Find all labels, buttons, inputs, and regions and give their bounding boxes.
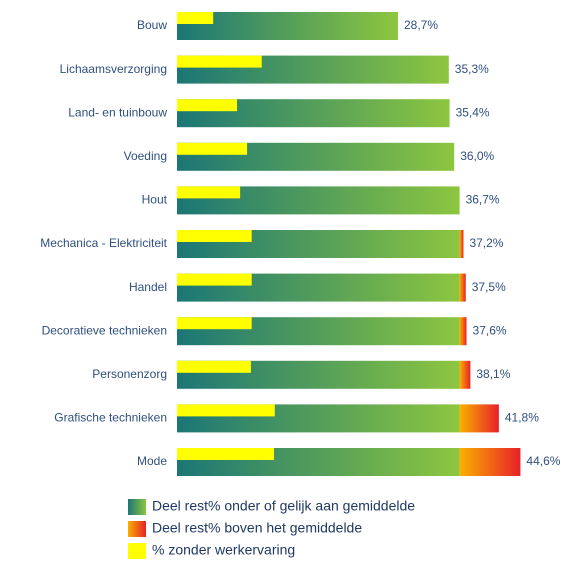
legend-label: Deel rest% onder of gelijk aan gemiddeld… — [152, 498, 415, 514]
bar-no-experience — [177, 186, 241, 199]
bar-above-average — [459, 273, 466, 302]
legend-swatch — [128, 499, 146, 515]
legend-label: % zonder werkervaring — [152, 542, 295, 558]
bar-below-average — [177, 12, 398, 40]
bar-above-average — [459, 230, 464, 258]
category-label: Handel — [129, 280, 167, 294]
category-label: Personenzorg — [92, 367, 167, 381]
value-label: 35,4% — [456, 105, 490, 119]
category-label: Decoratieve technieken — [42, 323, 167, 337]
bar-no-experience — [177, 99, 238, 112]
bar-above-average — [459, 448, 521, 476]
bar-no-experience — [177, 273, 252, 286]
bar-no-experience — [177, 317, 252, 330]
bar-no-experience — [177, 142, 248, 155]
value-label: 37,2% — [469, 236, 503, 250]
value-label: 36,0% — [460, 149, 494, 163]
category-label: Mechanica - Elektriciteit — [40, 236, 167, 250]
category-label: Mode — [137, 454, 167, 468]
bar-no-experience — [177, 360, 251, 373]
bar-above-average — [459, 404, 499, 433]
value-label: 44,6% — [526, 454, 560, 468]
category-label: Lichaamsverzorging — [60, 62, 167, 76]
bar-no-experience — [177, 230, 252, 242]
value-label: 36,7% — [466, 193, 500, 207]
category-label: Voeding — [124, 149, 167, 163]
category-label: Bouw — [137, 18, 167, 32]
value-label: 37,6% — [473, 323, 507, 337]
value-label: 37,5% — [472, 280, 506, 294]
value-label: 41,8% — [505, 411, 539, 425]
bar-no-experience — [177, 12, 214, 24]
bar-no-experience — [177, 448, 275, 460]
category-label: Land- en tuinbouw — [68, 105, 167, 119]
value-label: 35,3% — [455, 62, 489, 76]
value-label: 28,7% — [404, 18, 438, 32]
category-label: Hout — [142, 193, 168, 207]
value-label: 38,1% — [476, 367, 510, 381]
category-label: Grafische technieken — [54, 411, 167, 425]
bar-no-experience — [177, 404, 275, 417]
bar-above-average — [459, 360, 471, 389]
legend-label: Deel rest% boven het gemiddelde — [152, 520, 362, 536]
bar-above-average — [459, 317, 467, 346]
legend-swatch — [128, 543, 146, 559]
bar-no-experience — [177, 55, 262, 68]
legend-swatch — [128, 521, 146, 537]
